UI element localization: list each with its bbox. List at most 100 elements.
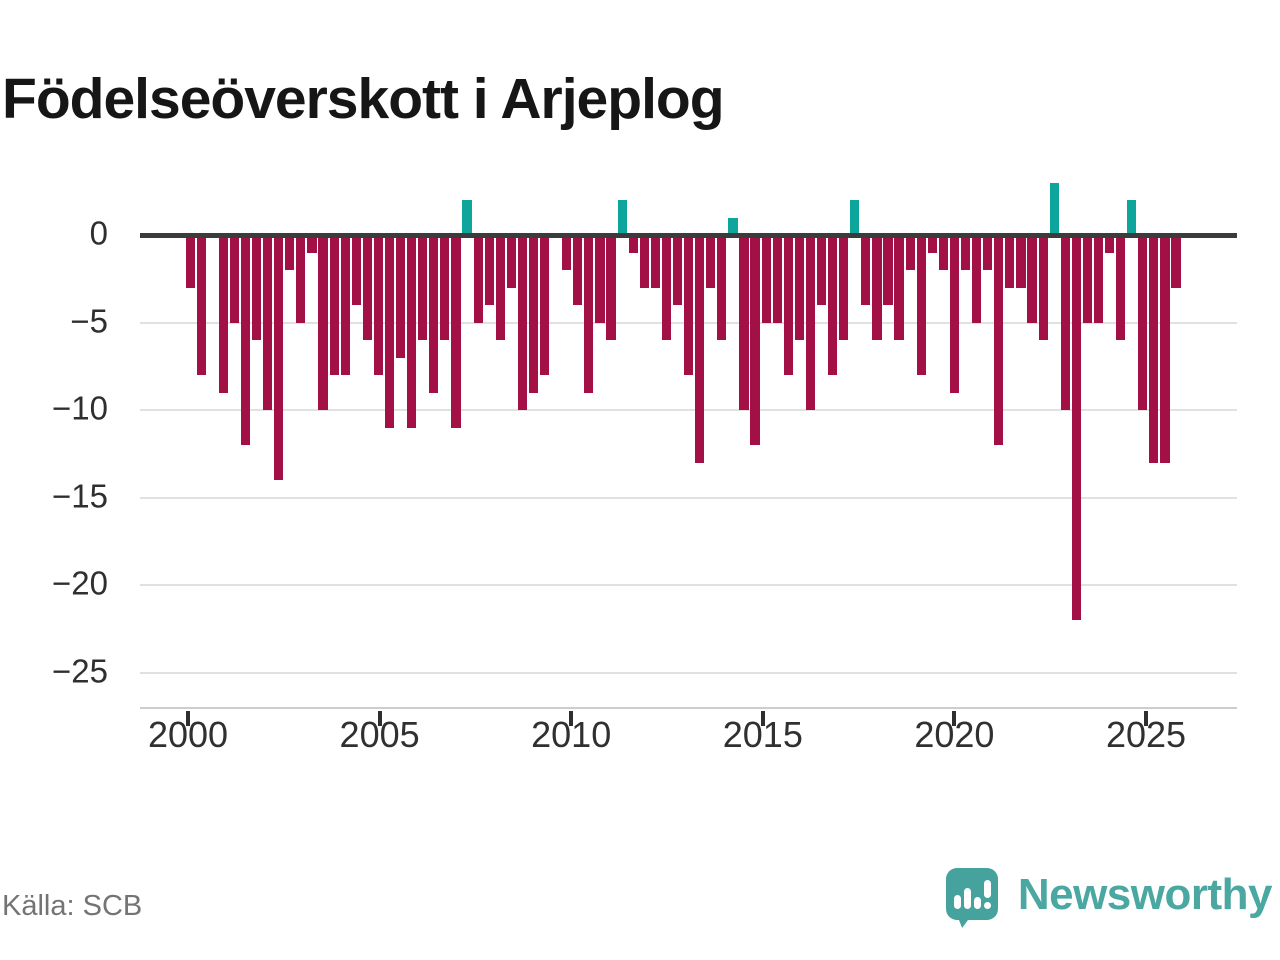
negative-bar [739,235,749,410]
negative-bar [805,235,816,410]
negative-bar [916,235,926,375]
negative-bar [706,235,716,288]
negative-bar [340,235,350,375]
negative-bar [717,235,727,340]
negative-bar [495,235,505,340]
negative-bar [1104,235,1115,253]
negative-bar [828,235,838,375]
positive-bar [617,200,627,235]
negative-bar [251,235,262,340]
chart-title: Födelseöverskott i Arjeplog [2,67,725,132]
negative-bar [628,235,638,253]
x-tick-2020 [952,711,957,726]
negative-bar [296,235,306,323]
negative-bar [750,235,760,445]
negative-bar [196,235,206,375]
negative-bar [1171,235,1181,288]
x-tick-2025 [1144,711,1148,726]
negative-bar [1027,235,1037,323]
negative-bar [872,235,882,340]
negative-bar [1038,235,1048,340]
negative-bar [949,235,960,393]
negative-bar [285,235,295,270]
negative-bar [816,235,827,305]
negative-bar [606,235,616,340]
positive-bar [1049,182,1059,235]
negative-bar [573,235,583,305]
negative-bar [1060,235,1070,410]
negative-bar [695,235,705,463]
gridline-−25 [140,671,1237,674]
negative-bar [1016,235,1026,288]
negative-bar [407,235,417,428]
y-tick-label: −10 [52,389,108,427]
negative-bar [960,235,971,270]
negative-bar [229,235,239,323]
negative-bar [539,235,550,375]
negative-bar [440,235,450,340]
y-tick-label: −20 [52,564,108,602]
logo-bar-3 [973,897,981,909]
negative-bar [418,235,428,340]
positive-bar [850,200,860,235]
negative-bar [994,235,1004,445]
positive-bar [462,200,472,235]
negative-bar [672,235,683,305]
negative-bar [373,235,383,375]
negative-bar [861,235,871,305]
negative-bar [1005,235,1015,288]
negative-bar [240,235,251,445]
negative-bar [894,235,904,340]
negative-bar [1082,235,1092,323]
zero-baseline [140,233,1237,238]
logo-exclamation-bar [983,880,991,898]
source-caption: Källa: SCB [2,890,143,922]
negative-bar [473,235,483,323]
y-tick-label: −25 [52,651,108,689]
negative-bar [1149,235,1159,463]
negative-bar [761,235,771,323]
negative-bar [1093,235,1104,323]
negative-bar [905,235,915,270]
gridline-−20 [140,584,1237,586]
negative-bar [318,235,328,410]
y-tick-label: 0 [89,214,108,252]
positive-bar [1127,200,1137,235]
negative-bar [839,235,849,340]
negative-bar [972,235,982,323]
negative-bar [794,235,804,340]
negative-bar [661,235,672,340]
negative-bar [883,235,893,305]
negative-bar [362,235,372,340]
negative-bar [650,235,660,288]
negative-bar [329,235,339,375]
negative-bar [1138,235,1148,410]
negative-bar [595,235,605,323]
negative-bar [506,235,516,288]
negative-bar [185,235,195,288]
negative-bar [218,235,228,393]
negative-bar [484,235,494,305]
negative-bar [451,235,461,428]
positive-bar [728,217,738,235]
negative-bar [351,235,361,305]
negative-bar [517,235,528,410]
negative-bar [528,235,539,393]
x-tick-2000 [186,711,190,726]
negative-bar [1160,235,1170,463]
logo-bar-1 [953,895,961,909]
negative-bar [263,235,273,410]
negative-bar [783,235,793,375]
y-tick-label: −5 [70,301,108,339]
newsworthy-brand: Newsworthy [945,862,1273,928]
negative-bar [684,235,694,375]
negative-bar [395,235,406,358]
negative-bar [274,235,284,480]
negative-bar [1071,235,1081,620]
newsworthy-wordmark: Newsworthy [1017,870,1273,919]
x-axis-line [140,707,1237,709]
negative-bar [1116,235,1126,340]
gridline-−10 [140,409,1237,411]
x-tick-2015 [760,711,765,726]
